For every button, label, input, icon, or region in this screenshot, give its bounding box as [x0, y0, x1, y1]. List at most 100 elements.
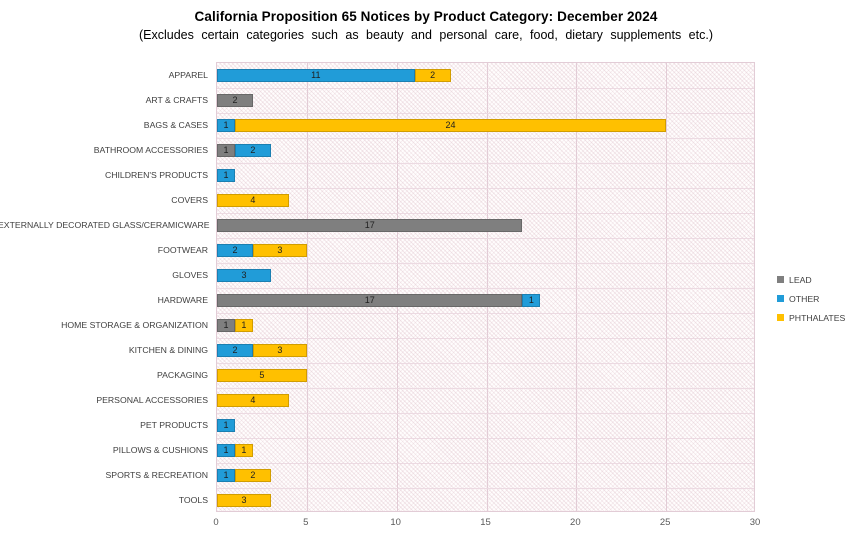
- category-label: KITCHEN & DINING: [128, 344, 208, 355]
- bar-value-label: 2: [430, 70, 436, 80]
- gridline: [666, 63, 668, 511]
- bar-segment-phthalates: 3: [217, 494, 271, 507]
- bar-segment-other: 1: [522, 294, 541, 307]
- bar-segment-lead: 17: [217, 219, 523, 232]
- chart-title: California Proposition 65 Notices by Pro…: [194, 9, 658, 24]
- bar-segment-phthalates: 3: [252, 344, 307, 357]
- bar-segment-phthalates: 4: [217, 394, 289, 407]
- bar-segment-other: 2: [234, 144, 271, 157]
- band-separator: [217, 313, 754, 314]
- band-separator: [217, 238, 754, 239]
- band-separator: [217, 438, 754, 439]
- legend-swatch-icon: [777, 276, 784, 283]
- band-separator: [217, 413, 754, 414]
- category-label: BATHROOM ACCESSORIES: [93, 144, 208, 155]
- legend-label: LEAD: [789, 274, 812, 285]
- bar-value-label: 11: [311, 70, 321, 80]
- bar-segment-other: 1: [217, 119, 235, 132]
- bar-segment-lead: 17: [217, 294, 523, 307]
- bar-value-label: 1: [528, 295, 534, 305]
- bar-value-label: 3: [277, 345, 283, 355]
- bar-value-label: 24: [445, 120, 456, 130]
- bar-segment-phthalates: 24: [234, 119, 667, 132]
- bar-value-label: 1: [241, 320, 247, 330]
- category-label: PILLOWS & CUSHIONS: [112, 444, 208, 455]
- category-label: ART & CRAFTS: [145, 94, 208, 105]
- category-label: TOOLS: [178, 494, 208, 505]
- bar-value-label: 5: [259, 370, 265, 380]
- bar-value-label: 17: [364, 220, 375, 230]
- bar-value-label: 4: [250, 195, 256, 205]
- category-label: FOOTWEAR: [157, 244, 208, 255]
- chart-subtitle: (Excludes certain categories such as bea…: [139, 28, 713, 42]
- x-tick-label: 15: [480, 517, 491, 528]
- legend-label: OTHER: [789, 293, 820, 304]
- bar-segment-other: 1: [217, 469, 235, 482]
- bar-value-label: 2: [232, 345, 238, 355]
- gridline: [396, 63, 398, 511]
- band-separator: [217, 213, 754, 214]
- bar-segment-phthalates: 3: [252, 244, 307, 257]
- bar-segment-phthalates: 1: [234, 319, 253, 332]
- bar-segment-phthalates: 5: [217, 369, 307, 382]
- gridline: [486, 63, 488, 511]
- bar-segment-other: 1: [217, 169, 235, 182]
- bar-value-label: 2: [232, 245, 238, 255]
- x-tick-label: 5: [303, 517, 309, 528]
- legend-label: PHTHALATES: [789, 312, 846, 323]
- x-tick-label: 10: [390, 517, 401, 528]
- plot-area: 11 2 2 1 24 1 2 1 4 17 2 3 3 17 1 1 1 2 3 5 4 1 1 1 1 2 3: [216, 62, 755, 512]
- bar-segment-phthalates: 2: [414, 69, 451, 82]
- x-tick-label: 0: [213, 517, 219, 528]
- legend-swatch-icon: [777, 295, 784, 302]
- band-separator: [217, 163, 754, 164]
- band-separator: [217, 263, 754, 264]
- legend-item-phthalates: PHTHALATES: [777, 308, 845, 327]
- category-label: PERSONAL ACCESSORIES: [96, 394, 208, 405]
- bar-value-label: 1: [223, 170, 229, 180]
- band-separator: [217, 88, 754, 89]
- legend: LEAD OTHER PHTHALATES: [777, 270, 845, 327]
- legend-item-other: OTHER: [777, 289, 845, 308]
- bar-segment-phthalates: 4: [217, 194, 289, 207]
- band-separator: [217, 488, 754, 489]
- band-separator: [217, 363, 754, 364]
- bar-value-label: 1: [223, 320, 229, 330]
- bar-segment-phthalates: 1: [234, 444, 253, 457]
- bar-segment-other: 11: [217, 69, 415, 82]
- band-separator: [217, 463, 754, 464]
- bar-value-label: 4: [250, 395, 256, 405]
- bar-value-label: 2: [250, 145, 256, 155]
- legend-item-lead: LEAD: [777, 270, 845, 289]
- category-label: HOME STORAGE & ORGANIZATION: [61, 319, 208, 330]
- bar-segment-other: 3: [217, 269, 271, 282]
- x-tick-label: 25: [659, 517, 671, 528]
- bar-segment-other: 2: [217, 244, 253, 257]
- band-separator: [217, 188, 754, 189]
- category-label: COVERS: [171, 194, 208, 205]
- category-label: HARDWARE: [157, 294, 208, 305]
- band-separator: [217, 388, 754, 389]
- x-tick-label: 30: [749, 517, 761, 528]
- bar-value-label: 1: [223, 145, 229, 155]
- bar-value-label: 3: [241, 495, 247, 505]
- bar-segment-lead: 2: [217, 94, 253, 107]
- x-tick-label: 20: [570, 517, 581, 528]
- bar-value-label: 1: [223, 420, 229, 430]
- band-separator: [217, 288, 754, 289]
- bar-segment-other: 1: [217, 444, 235, 457]
- bar-value-label: 3: [241, 270, 247, 280]
- category-label: BAGS & CASES: [143, 119, 208, 130]
- category-label: GLOVES: [172, 269, 208, 280]
- category-label: SPORTS & RECREATION: [105, 469, 209, 480]
- bar-value-label: 17: [364, 295, 375, 305]
- bar-segment-other: 2: [217, 344, 253, 357]
- bar-value-label: 1: [223, 445, 229, 455]
- category-label: PET PRODUCTS: [140, 419, 208, 430]
- bar-value-label: 1: [223, 470, 229, 480]
- legend-swatch-icon: [777, 314, 784, 321]
- bar-value-label: 1: [223, 120, 229, 130]
- category-label: APPAREL: [168, 69, 208, 80]
- bar-segment-other: 1: [217, 419, 235, 432]
